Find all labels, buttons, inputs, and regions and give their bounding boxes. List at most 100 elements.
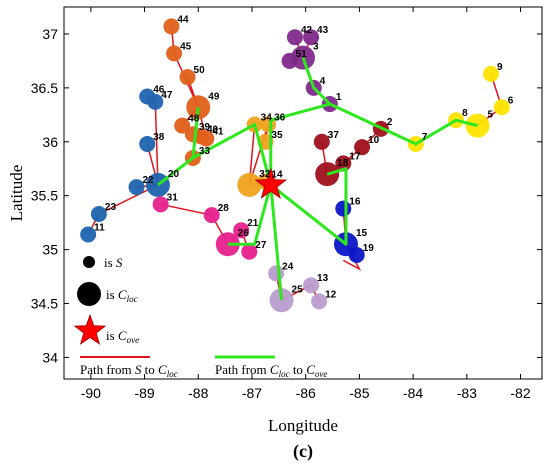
overall-center-star-mark <box>254 167 288 199</box>
green-path <box>269 167 348 246</box>
point-label: 14 <box>271 170 283 181</box>
y-tick-label: 36 <box>42 134 58 150</box>
legend-s-label: is S <box>104 255 123 270</box>
data-point <box>152 196 169 213</box>
point-label: 3 <box>313 42 319 53</box>
y-tick-label: 36.5 <box>31 80 58 96</box>
point-label: 34 <box>261 113 273 124</box>
tick-marks <box>64 7 542 379</box>
legend-green-label: Path from Cloc to Cove <box>215 362 327 379</box>
legend-cove-label: is Cove <box>106 328 139 345</box>
point-label: 22 <box>143 175 155 186</box>
point-label: 7 <box>422 132 428 143</box>
data-point <box>286 29 303 46</box>
point-label: 42 <box>301 25 313 36</box>
point-label: 5 <box>488 110 494 121</box>
data-point <box>493 99 510 116</box>
point-label: 47 <box>161 90 173 101</box>
data-point <box>203 207 220 224</box>
point-label: 28 <box>218 203 230 214</box>
green-path <box>269 184 284 301</box>
y-tick-label: 35 <box>42 242 58 258</box>
data-point <box>128 179 145 196</box>
green-path <box>157 156 194 187</box>
x-axis-label: Longitude <box>268 416 338 435</box>
x-tick-label: -89 <box>134 385 154 401</box>
point-label: 19 <box>363 243 375 254</box>
point-label: 1 <box>336 92 342 103</box>
point-label: 39 <box>199 122 211 133</box>
legend-s-marker <box>83 256 95 268</box>
point-label: 9 <box>497 62 503 73</box>
point-label: 4 <box>320 76 326 87</box>
data-point <box>303 277 320 294</box>
x-tick-label: -90 <box>81 385 101 401</box>
point-label: 6 <box>508 95 514 106</box>
data-point <box>90 206 107 223</box>
data-point <box>241 243 258 260</box>
point-label: 45 <box>180 41 192 52</box>
data-point <box>174 117 191 134</box>
data-point <box>198 130 215 147</box>
point-label: 26 <box>238 228 250 239</box>
data-point <box>80 226 97 243</box>
y-tick-label: 37 <box>42 26 58 42</box>
y-tick-label: 34.5 <box>31 296 58 312</box>
point-label: 27 <box>255 240 267 251</box>
x-tick-label: -86 <box>296 385 316 401</box>
overall-center-star <box>254 167 288 199</box>
data-point <box>179 69 196 86</box>
data-point <box>147 93 164 110</box>
point-label: 10 <box>368 135 380 146</box>
point-label: 32 <box>259 169 271 180</box>
point-label: 38 <box>153 132 165 143</box>
red-paths <box>87 26 503 302</box>
point-label: 40 <box>207 124 219 135</box>
point-label: 46 <box>153 84 165 95</box>
point-label: 51 <box>296 49 308 60</box>
point-label: 8 <box>462 108 468 119</box>
point-label: 50 <box>194 65 206 76</box>
red-path <box>248 124 269 186</box>
data-point <box>303 29 320 46</box>
green-path <box>191 107 273 186</box>
point-label: 31 <box>167 192 179 203</box>
data-point <box>166 45 183 62</box>
point-label: 12 <box>325 289 337 300</box>
data-point <box>163 18 180 35</box>
green-path <box>329 102 478 146</box>
point-label: 17 <box>349 151 361 162</box>
point-label: 15 <box>356 228 368 239</box>
legend: is S is Cloc is Cove Path from S to Cloc… <box>73 255 327 379</box>
x-tick-label: -88 <box>188 385 208 401</box>
data-point <box>313 133 330 150</box>
point-label: 21 <box>247 218 259 229</box>
tick-labels: -90 -89 -88 -87 -86 -85 -84 -83 -823434.53535.53… <box>31 26 531 401</box>
point-label: 24 <box>282 261 294 272</box>
data-point <box>482 65 499 82</box>
point-label: 13 <box>317 273 329 284</box>
point-label: 18 <box>337 158 349 169</box>
legend-cloc-marker <box>77 282 101 306</box>
green-path <box>227 184 273 246</box>
plot-frame <box>63 6 543 380</box>
cluster-center-point <box>465 113 490 138</box>
point-label: 2 <box>387 117 393 128</box>
figure-caption: (c) <box>293 441 313 462</box>
legend-star-marker <box>73 313 107 345</box>
point-label: 25 <box>292 284 304 295</box>
data-point <box>348 247 365 263</box>
data-point <box>335 155 352 172</box>
point-label: 48 <box>188 114 200 125</box>
cluster-center-point <box>237 172 262 197</box>
point-label: 49 <box>208 91 220 102</box>
data-point <box>354 139 371 156</box>
data-points <box>80 18 510 313</box>
x-tick-label: -82 <box>510 385 530 401</box>
y-tick-label: 35.5 <box>31 188 58 204</box>
x-tick-label: -85 <box>349 385 369 401</box>
point-label: 36 <box>274 113 286 124</box>
point-label: 44 <box>177 14 189 25</box>
